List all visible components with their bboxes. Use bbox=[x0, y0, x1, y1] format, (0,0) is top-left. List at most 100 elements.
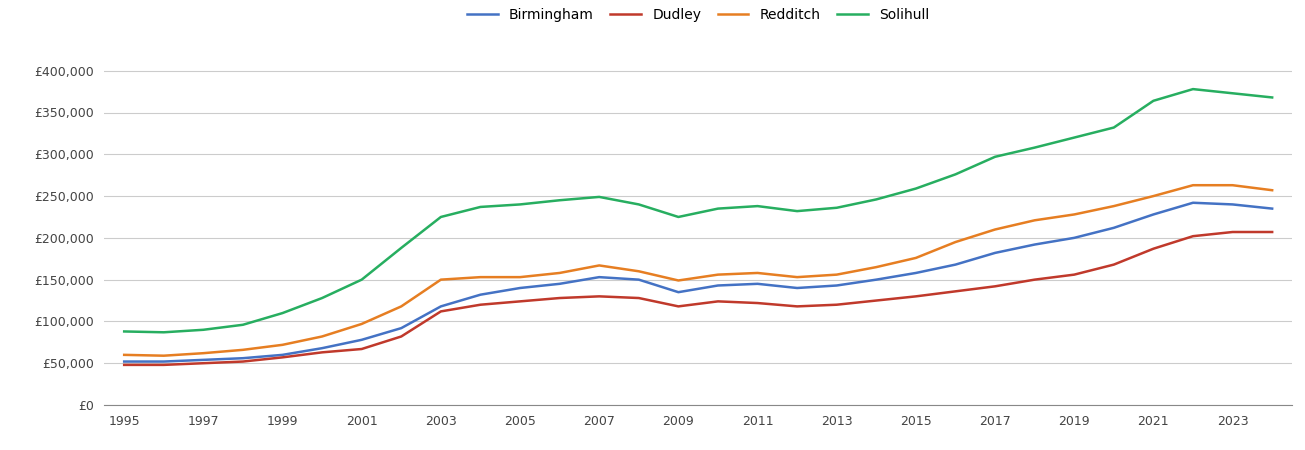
Redditch bbox=[1027, 218, 1043, 223]
Dudley bbox=[829, 302, 844, 307]
Redditch bbox=[512, 274, 527, 280]
Solihull bbox=[632, 202, 647, 207]
Redditch bbox=[1105, 203, 1121, 209]
Solihull bbox=[947, 171, 963, 177]
Dudley bbox=[1146, 246, 1161, 252]
Solihull bbox=[1066, 135, 1082, 140]
Birmingham bbox=[1146, 212, 1161, 217]
Solihull bbox=[155, 329, 171, 335]
Dudley bbox=[275, 355, 291, 360]
Dudley bbox=[552, 295, 568, 301]
Dudley bbox=[790, 304, 805, 309]
Redditch bbox=[988, 227, 1004, 232]
Redditch bbox=[235, 347, 251, 352]
Redditch bbox=[908, 255, 924, 261]
Birmingham bbox=[116, 359, 132, 364]
Solihull bbox=[116, 329, 132, 334]
Solihull bbox=[908, 186, 924, 191]
Redditch bbox=[1224, 183, 1240, 188]
Redditch bbox=[275, 342, 291, 347]
Birmingham bbox=[1265, 206, 1280, 211]
Birmingham bbox=[1105, 225, 1121, 230]
Birmingham bbox=[1027, 242, 1043, 247]
Redditch bbox=[591, 263, 607, 268]
Dudley bbox=[512, 299, 527, 304]
Solihull bbox=[1265, 95, 1280, 100]
Birmingham bbox=[155, 359, 171, 364]
Solihull bbox=[1105, 125, 1121, 130]
Dudley bbox=[1105, 262, 1121, 267]
Birmingham bbox=[1224, 202, 1240, 207]
Birmingham bbox=[591, 274, 607, 280]
Dudley bbox=[988, 284, 1004, 289]
Dudley bbox=[155, 362, 171, 368]
Birmingham bbox=[632, 277, 647, 282]
Redditch bbox=[315, 334, 330, 339]
Birmingham bbox=[393, 325, 408, 331]
Dudley bbox=[433, 309, 449, 314]
Birmingham bbox=[354, 337, 369, 342]
Birmingham bbox=[512, 285, 527, 291]
Dudley bbox=[315, 350, 330, 355]
Birmingham bbox=[988, 250, 1004, 256]
Redditch bbox=[354, 321, 369, 327]
Redditch bbox=[1265, 188, 1280, 193]
Dudley bbox=[749, 300, 765, 306]
Redditch bbox=[472, 274, 488, 280]
Redditch bbox=[196, 351, 211, 356]
Birmingham bbox=[671, 289, 686, 295]
Dudley bbox=[947, 288, 963, 294]
Redditch bbox=[632, 269, 647, 274]
Birmingham bbox=[275, 352, 291, 358]
Redditch bbox=[947, 239, 963, 245]
Solihull bbox=[1027, 145, 1043, 150]
Solihull bbox=[393, 245, 408, 251]
Line: Solihull: Solihull bbox=[124, 89, 1272, 332]
Birmingham bbox=[1066, 235, 1082, 241]
Dudley bbox=[1066, 272, 1082, 277]
Dudley bbox=[196, 360, 211, 366]
Legend: Birmingham, Dudley, Redditch, Solihull: Birmingham, Dudley, Redditch, Solihull bbox=[467, 8, 929, 22]
Dudley bbox=[1185, 234, 1201, 239]
Dudley bbox=[1265, 230, 1280, 235]
Solihull bbox=[710, 206, 726, 211]
Redditch bbox=[749, 270, 765, 276]
Dudley bbox=[354, 346, 369, 352]
Redditch bbox=[1146, 194, 1161, 199]
Solihull bbox=[275, 310, 291, 316]
Dudley bbox=[472, 302, 488, 307]
Birmingham bbox=[196, 357, 211, 363]
Birmingham bbox=[908, 270, 924, 276]
Solihull bbox=[591, 194, 607, 200]
Solihull bbox=[354, 277, 369, 282]
Dudley bbox=[710, 299, 726, 304]
Birmingham bbox=[552, 281, 568, 287]
Birmingham bbox=[235, 356, 251, 361]
Redditch bbox=[671, 278, 686, 283]
Birmingham bbox=[472, 292, 488, 297]
Solihull bbox=[749, 203, 765, 209]
Redditch bbox=[393, 304, 408, 309]
Solihull bbox=[433, 214, 449, 220]
Redditch bbox=[829, 272, 844, 277]
Dudley bbox=[1027, 277, 1043, 282]
Line: Birmingham: Birmingham bbox=[124, 203, 1272, 361]
Solihull bbox=[315, 295, 330, 301]
Solihull bbox=[829, 205, 844, 211]
Line: Redditch: Redditch bbox=[124, 185, 1272, 356]
Redditch bbox=[868, 265, 883, 270]
Redditch bbox=[155, 353, 171, 358]
Dudley bbox=[1224, 230, 1240, 235]
Birmingham bbox=[315, 346, 330, 351]
Redditch bbox=[116, 352, 132, 358]
Redditch bbox=[1185, 183, 1201, 188]
Redditch bbox=[1066, 212, 1082, 217]
Solihull bbox=[512, 202, 527, 207]
Redditch bbox=[433, 277, 449, 282]
Solihull bbox=[552, 198, 568, 203]
Solihull bbox=[988, 154, 1004, 159]
Redditch bbox=[790, 274, 805, 280]
Birmingham bbox=[710, 283, 726, 288]
Solihull bbox=[472, 204, 488, 210]
Solihull bbox=[1185, 86, 1201, 92]
